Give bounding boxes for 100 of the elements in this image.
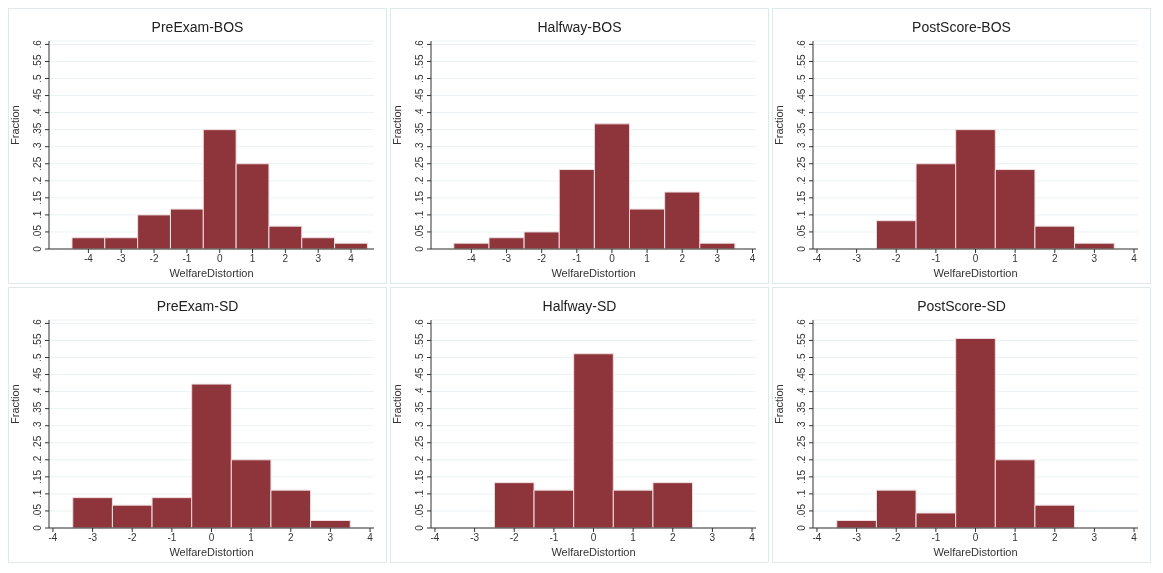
y-tick-label: .25 [796, 435, 807, 450]
x-tick-label: 4 [367, 532, 374, 544]
x-tick-label: -1 [931, 253, 941, 265]
x-axis-title: WelfareDistortion [169, 267, 254, 279]
y-tick-label: .55 [32, 54, 43, 69]
y-tick-label: .4 [32, 108, 43, 117]
y-tick-label: 0 [32, 245, 43, 252]
y-tick-label: .5 [796, 352, 807, 362]
y-tick-label: .55 [414, 54, 425, 69]
y-tick-label: .45 [414, 88, 425, 103]
x-tick-label: 0 [972, 532, 979, 544]
y-tick-label: .25 [32, 435, 43, 450]
x-tick-label: -1 [931, 532, 941, 544]
x-tick-label: -4 [812, 532, 822, 544]
y-tick-label: .15 [796, 469, 807, 484]
x-tick-label: 4 [749, 532, 756, 544]
y-tick-label: .1 [414, 210, 425, 220]
y-tick-label: .55 [796, 333, 807, 348]
x-tick-label: 0 [208, 532, 215, 544]
chart-title: PostScore-BOS [911, 19, 1012, 35]
y-tick-label: .1 [796, 210, 807, 220]
x-tick-label: 3 [327, 532, 334, 544]
x-tick-label: 0 [609, 253, 616, 265]
y-tick-label: .2 [414, 455, 425, 464]
chart-title: PostScore-SD [916, 298, 1007, 314]
y-axis-title: Fraction [8, 105, 21, 145]
y-tick-label: 0 [414, 524, 425, 531]
y-tick-label: .4 [796, 108, 807, 117]
x-tick-label: 3 [1091, 532, 1098, 544]
x-tick-label: 1 [249, 253, 256, 265]
chart-title: PreExam-SD [155, 298, 240, 314]
x-tick-label: 3 [1091, 253, 1098, 265]
y-tick-label: .1 [32, 210, 43, 220]
y-tick-label: .55 [796, 54, 807, 69]
y-tick-label: .3 [32, 421, 43, 430]
y-tick-label: .3 [796, 142, 807, 151]
x-tick-label: -3 [470, 532, 480, 544]
x-tick-label: 4 [1131, 253, 1138, 265]
x-tick-label: -3 [88, 532, 98, 544]
x-tick-label: -2 [509, 532, 520, 544]
x-tick-label: 2 [287, 532, 294, 544]
x-tick-label: 0 [972, 253, 979, 265]
x-tick-label: -4 [48, 532, 58, 544]
y-tick-label: .5 [32, 73, 43, 83]
x-tick-label: 1 [1012, 532, 1019, 544]
y-tick-label: .2 [32, 455, 43, 464]
x-tick-label: -3 [852, 532, 862, 544]
y-tick-label: .05 [414, 503, 425, 518]
y-axis-title: Fraction [772, 384, 785, 424]
y-tick-label: .15 [796, 190, 807, 205]
x-tick-label: 0 [216, 253, 223, 265]
x-tick-label: 3 [714, 253, 721, 265]
y-tick-label: .05 [796, 503, 807, 518]
y-tick-label: .5 [32, 352, 43, 362]
y-tick-label: .05 [414, 224, 425, 239]
y-tick-label: .35 [32, 122, 43, 137]
x-tick-label: -2 [891, 532, 902, 544]
y-tick-label: .5 [414, 73, 425, 83]
y-tick-label: .15 [414, 190, 425, 205]
y-tick-label: .45 [796, 88, 807, 103]
x-tick-label: 1 [248, 532, 255, 544]
y-tick-label: .1 [414, 489, 425, 499]
y-tick-label: .5 [414, 352, 425, 362]
y-axis-title: Fraction [8, 384, 21, 424]
y-tick-label: .35 [414, 401, 425, 416]
y-axis-title: Fraction [772, 105, 785, 145]
y-tick-label: .35 [32, 401, 43, 416]
x-tick-label: 4 [749, 253, 756, 265]
x-tick-label: 2 [1051, 532, 1058, 544]
y-tick-label: .25 [32, 156, 43, 171]
x-tick-label: -1 [167, 532, 177, 544]
x-tick-label: 2 [1051, 253, 1058, 265]
x-axis-title: WelfareDistortion [551, 267, 636, 279]
y-tick-label: .35 [796, 122, 807, 137]
x-tick-label: -1 [549, 532, 559, 544]
y-tick-label: .15 [32, 190, 43, 205]
y-tick-label: .45 [796, 367, 807, 382]
y-tick-label: .15 [414, 469, 425, 484]
y-tick-label: 0 [796, 524, 807, 531]
y-axis-title: Fraction [390, 105, 403, 145]
y-tick-label: .3 [414, 142, 425, 151]
y-tick-label: .6 [32, 318, 43, 328]
chart-title: Halfway-BOS [536, 19, 623, 35]
y-tick-label: .6 [414, 318, 425, 328]
y-tick-label: .4 [414, 387, 425, 396]
x-tick-label: -2 [127, 532, 138, 544]
x-tick-label: -1 [572, 253, 582, 265]
chart-title: PreExam-BOS [150, 19, 245, 35]
x-tick-label: -3 [502, 253, 512, 265]
y-tick-label: .45 [32, 367, 43, 382]
y-tick-label: .6 [414, 39, 425, 49]
y-tick-label: .4 [796, 387, 807, 396]
y-tick-label: .1 [32, 489, 43, 499]
x-tick-label: 4 [1131, 532, 1138, 544]
y-tick-label: .05 [796, 224, 807, 239]
y-tick-label: .25 [796, 156, 807, 171]
y-tick-label: .35 [796, 401, 807, 416]
x-tick-label: -3 [852, 253, 862, 265]
x-tick-label: 0 [590, 532, 597, 544]
y-tick-label: .05 [32, 224, 43, 239]
